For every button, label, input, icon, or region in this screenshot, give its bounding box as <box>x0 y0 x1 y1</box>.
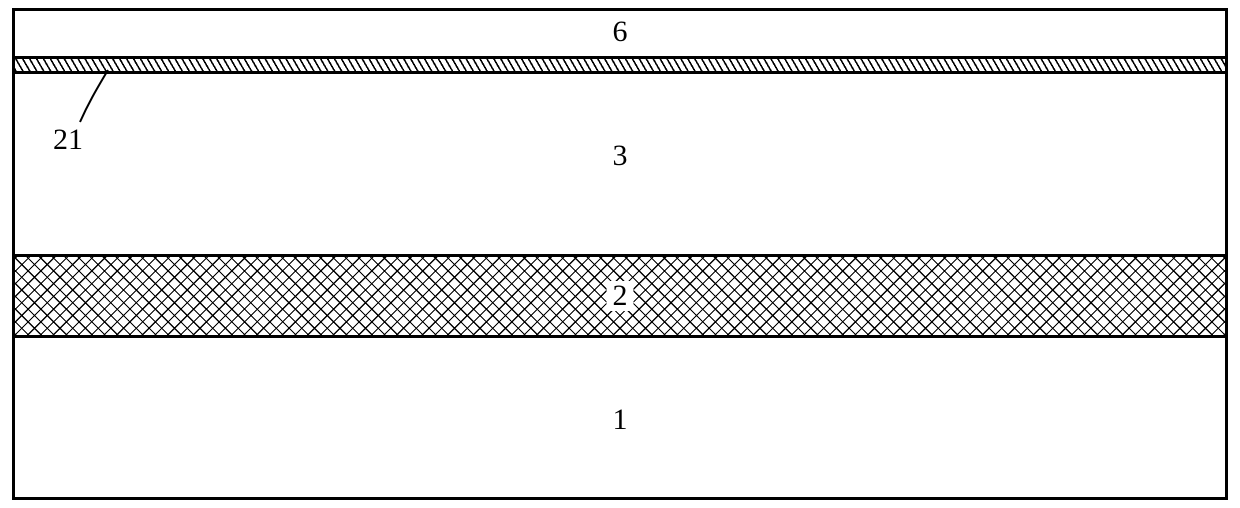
leader-21 <box>0 0 1240 508</box>
